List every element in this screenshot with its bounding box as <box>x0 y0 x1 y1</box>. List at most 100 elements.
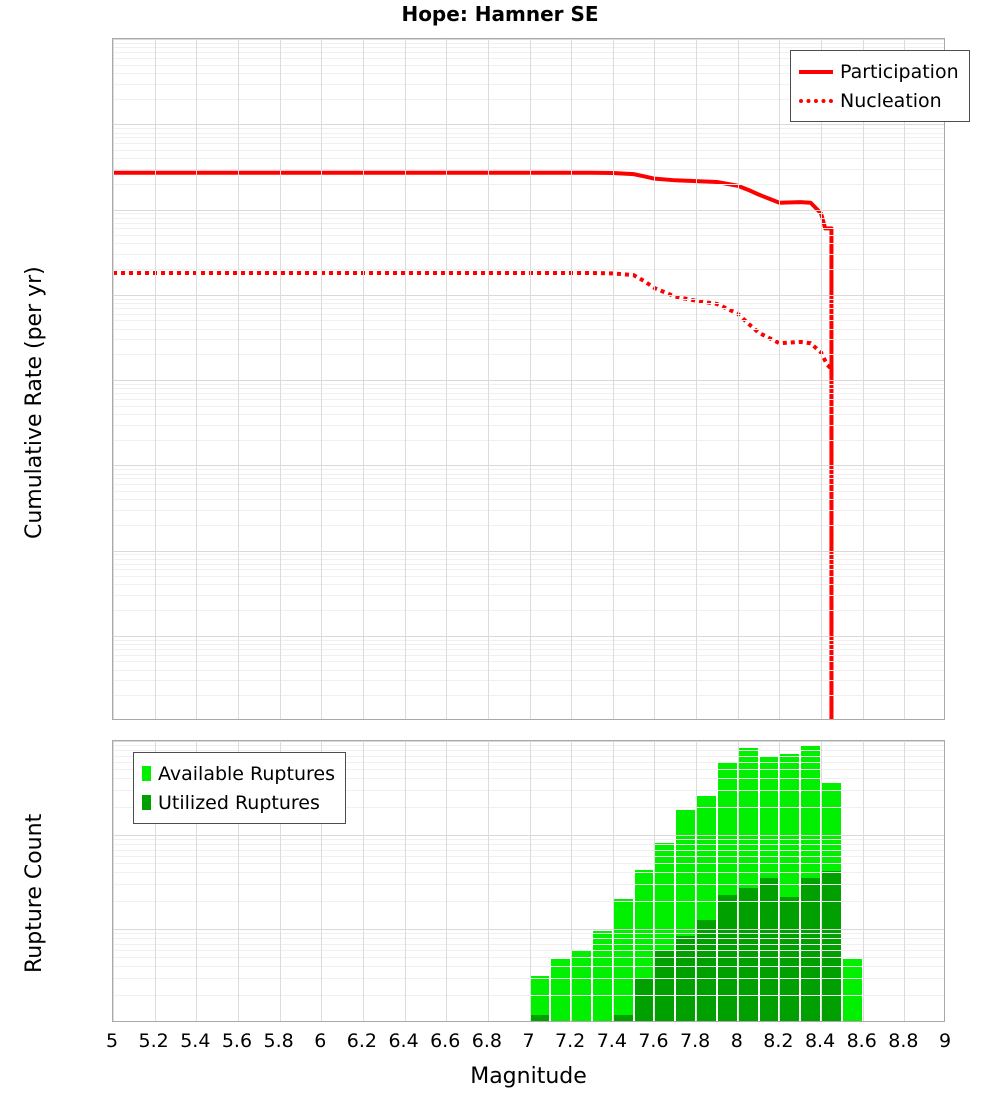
gridline-vertical <box>321 39 323 719</box>
gridline-minor <box>113 844 944 846</box>
gridline-minor <box>113 303 944 304</box>
gridline-minor <box>113 484 944 486</box>
gridline-vertical <box>362 39 364 719</box>
rupture-bar <box>759 757 779 1021</box>
legend-item-utilized-ruptures[interactable]: Utilized Ruptures <box>142 788 335 817</box>
x-tick-label: 8.6 <box>846 1030 877 1052</box>
rupture-legend: Available Ruptures Utilized Ruptures <box>133 752 346 824</box>
gridline-major <box>113 39 944 40</box>
gridline-minor <box>113 761 944 763</box>
x-tick-label: 5.4 <box>180 1030 211 1052</box>
page-title: Hope: Hamner SE <box>401 2 599 26</box>
gridline-minor <box>113 217 944 219</box>
available-color-swatch <box>142 766 151 781</box>
gridline-minor <box>113 473 944 475</box>
gridline-minor <box>113 439 944 441</box>
x-tick-label: 8.2 <box>763 1030 794 1052</box>
gridline-vertical <box>154 39 156 719</box>
gridline-minor <box>113 849 944 851</box>
dotted-line-icon <box>799 98 833 103</box>
bar-segment-utilized <box>613 1015 633 1021</box>
legend-item-participation[interactable]: Participation <box>799 57 959 86</box>
bar-segment-utilized <box>530 1015 550 1021</box>
gridline-minor <box>113 949 944 951</box>
gridline-vertical <box>779 741 781 1021</box>
legend-item-nucleation[interactable]: Nucleation <box>799 86 959 115</box>
rupture-bar <box>801 745 821 1021</box>
gridline-major <box>113 380 944 381</box>
gridline-minor <box>113 413 944 415</box>
gridline-minor <box>113 320 944 322</box>
gridline-minor <box>113 128 944 130</box>
bar-segment-available <box>613 898 633 1021</box>
gridline-vertical <box>113 741 114 1021</box>
gridline-minor <box>113 149 944 151</box>
gridline-minor <box>113 745 944 747</box>
gridline-minor <box>113 269 944 271</box>
gridline-minor <box>113 490 944 492</box>
gridline-minor <box>113 243 944 245</box>
gridline-minor <box>113 933 944 935</box>
legend-item-available-ruptures[interactable]: Available Ruptures <box>142 759 335 788</box>
utilized-color-swatch <box>142 795 151 810</box>
x-tick-label: 9 <box>938 1030 952 1052</box>
curve-nucleation <box>113 270 834 719</box>
gridline-minor <box>113 750 944 752</box>
rupture-bar <box>551 958 571 1021</box>
gridline-minor <box>113 884 944 886</box>
rupture-bar <box>697 796 716 1021</box>
x-tick-label: 8.8 <box>888 1030 919 1052</box>
gridline-minor <box>113 639 944 641</box>
gridline-minor <box>113 978 944 980</box>
bar-segment-available <box>592 931 612 1021</box>
gridline-major <box>113 635 944 637</box>
x-tick-label: 7.8 <box>679 1030 711 1052</box>
gridline-minor <box>113 778 944 780</box>
x-tick-label: 6 <box>314 1030 327 1052</box>
legend-label-nucleation: Nucleation <box>840 89 942 112</box>
gridline-vertical <box>487 741 489 1021</box>
gridline-minor <box>113 769 944 771</box>
gridline-minor <box>113 595 944 597</box>
gridline-vertical <box>612 39 614 719</box>
rupture-bar <box>655 843 675 1021</box>
bar-segment-available <box>530 976 550 1021</box>
gridline-minor <box>113 64 944 66</box>
gridline-minor <box>113 339 944 341</box>
gridline-minor <box>113 254 944 256</box>
gridline-minor <box>113 943 944 945</box>
gridline-minor <box>113 648 944 650</box>
rupture-bar <box>530 976 550 1021</box>
gridline-vertical <box>279 39 281 719</box>
gridline-minor <box>113 478 944 480</box>
rupture-bar <box>842 958 862 1021</box>
gridline-minor <box>113 228 944 230</box>
rupture-bar <box>676 810 696 1021</box>
gridline-vertical <box>696 741 698 1021</box>
x-tick-label: 7.4 <box>596 1030 627 1052</box>
rupture-bar <box>822 783 841 1021</box>
gridline-minor <box>113 966 944 968</box>
gridline-minor <box>113 137 944 139</box>
x-tick-label: 5 <box>105 1030 119 1052</box>
gridline-minor <box>113 695 944 697</box>
gridline-vertical <box>362 741 364 1021</box>
top-y-axis-label: Cumulative Rate (per yr) <box>22 266 47 539</box>
gridline-minor <box>113 654 944 656</box>
gridline-minor <box>113 576 944 578</box>
gridline-minor <box>113 584 944 586</box>
gridline-minor <box>113 790 944 792</box>
rupture-bar <box>717 763 737 1021</box>
x-tick-label: 6.2 <box>346 1030 377 1052</box>
legend-label-available-ruptures: Available Ruptures <box>158 762 335 785</box>
solid-line-icon <box>799 69 833 74</box>
gridline-minor <box>113 563 944 565</box>
gridline-minor <box>113 554 944 556</box>
rate-legend: Participation Nucleation <box>790 50 970 122</box>
gridline-minor <box>113 313 944 315</box>
gridline-vertical <box>654 39 656 719</box>
gridline-vertical <box>821 39 823 719</box>
gridline-vertical <box>862 741 864 1021</box>
legend-label-participation: Participation <box>840 60 959 83</box>
